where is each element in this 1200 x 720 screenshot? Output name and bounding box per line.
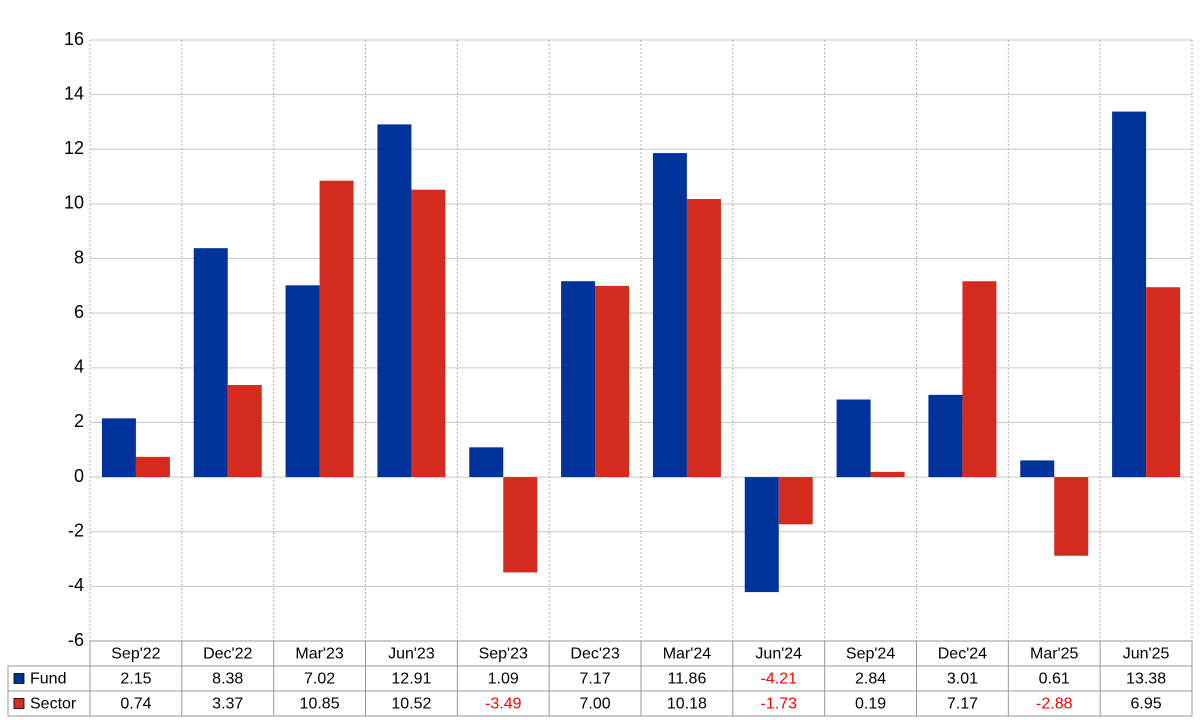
value-label: -2.88 [1036, 696, 1073, 713]
value-label: 10.52 [391, 696, 431, 713]
value-label: 2.15 [120, 671, 151, 688]
x-tick-label: Sep'23 [479, 646, 528, 663]
bar [1020, 460, 1055, 478]
bar [285, 285, 320, 478]
value-label: -1.73 [761, 696, 798, 713]
x-tick-label: Dec'23 [570, 646, 619, 663]
bar [1054, 477, 1089, 556]
y-tick-label: 12 [64, 138, 84, 158]
y-tick-label: 2 [74, 411, 84, 431]
x-tick-label: Dec'22 [203, 646, 252, 663]
y-tick-label: 4 [74, 357, 84, 377]
y-tick-label: 16 [64, 29, 84, 49]
x-tick-label: Mar'24 [663, 646, 712, 663]
legend-swatch [13, 673, 25, 684]
bar [561, 281, 596, 478]
bar [778, 477, 813, 525]
x-tick-label: Jun'23 [388, 646, 435, 663]
bar [595, 285, 630, 478]
bar [377, 124, 412, 478]
value-label: 2.84 [855, 671, 886, 688]
bar [744, 477, 779, 593]
value-label: 3.37 [212, 696, 243, 713]
bar [503, 477, 538, 573]
x-tick-label: Sep'24 [846, 646, 895, 663]
value-label: 10.18 [667, 696, 707, 713]
bar [193, 248, 228, 478]
value-label: 10.85 [300, 696, 340, 713]
bar [135, 456, 170, 478]
value-label: 7.02 [304, 671, 335, 688]
bar [227, 385, 262, 478]
x-tick-label: Jun'25 [1123, 646, 1170, 663]
y-tick-label: -6 [68, 630, 84, 650]
bar [1112, 111, 1147, 478]
value-label: 7.17 [947, 696, 978, 713]
y-tick-label: 10 [64, 193, 84, 213]
y-tick-label: 14 [64, 83, 84, 103]
x-tick-label: Mar'23 [295, 646, 344, 663]
bar [652, 153, 687, 478]
bar [870, 471, 905, 478]
value-label: 7.00 [580, 696, 611, 713]
x-tick-label: Sep'22 [111, 646, 160, 663]
bar [928, 394, 963, 478]
y-tick-label: -2 [68, 520, 84, 540]
value-label: 6.95 [1131, 696, 1162, 713]
bar [836, 399, 871, 478]
value-label: 0.61 [1039, 671, 1070, 688]
y-tick-label: 0 [74, 466, 84, 486]
bar [1146, 287, 1181, 478]
value-label: 1.09 [488, 671, 519, 688]
bar [101, 418, 136, 478]
value-label: 0.19 [855, 696, 886, 713]
value-label: 0.74 [120, 696, 151, 713]
bar [469, 447, 504, 478]
x-tick-label: Dec'24 [938, 646, 987, 663]
legend-label: Sector [30, 696, 77, 713]
value-label: 8.38 [212, 671, 243, 688]
y-tick-label: 8 [74, 247, 84, 267]
value-label: 12.91 [391, 671, 431, 688]
bar [319, 180, 354, 478]
legend-swatch [13, 698, 25, 709]
y-tick-label: 6 [74, 302, 84, 322]
x-tick-label: Mar'25 [1030, 646, 1079, 663]
value-label: 11.86 [667, 671, 706, 688]
bar [962, 281, 997, 478]
bar [686, 198, 721, 478]
x-tick-label: Jun'24 [755, 646, 802, 663]
legend-label: Fund [30, 671, 66, 688]
value-label: 13.38 [1126, 671, 1166, 688]
value-label: 7.17 [580, 671, 611, 688]
value-label: -4.21 [761, 671, 798, 688]
value-label: -3.49 [485, 696, 522, 713]
y-tick-label: -4 [68, 575, 84, 595]
value-label: 3.01 [947, 671, 978, 688]
bar [411, 189, 446, 478]
